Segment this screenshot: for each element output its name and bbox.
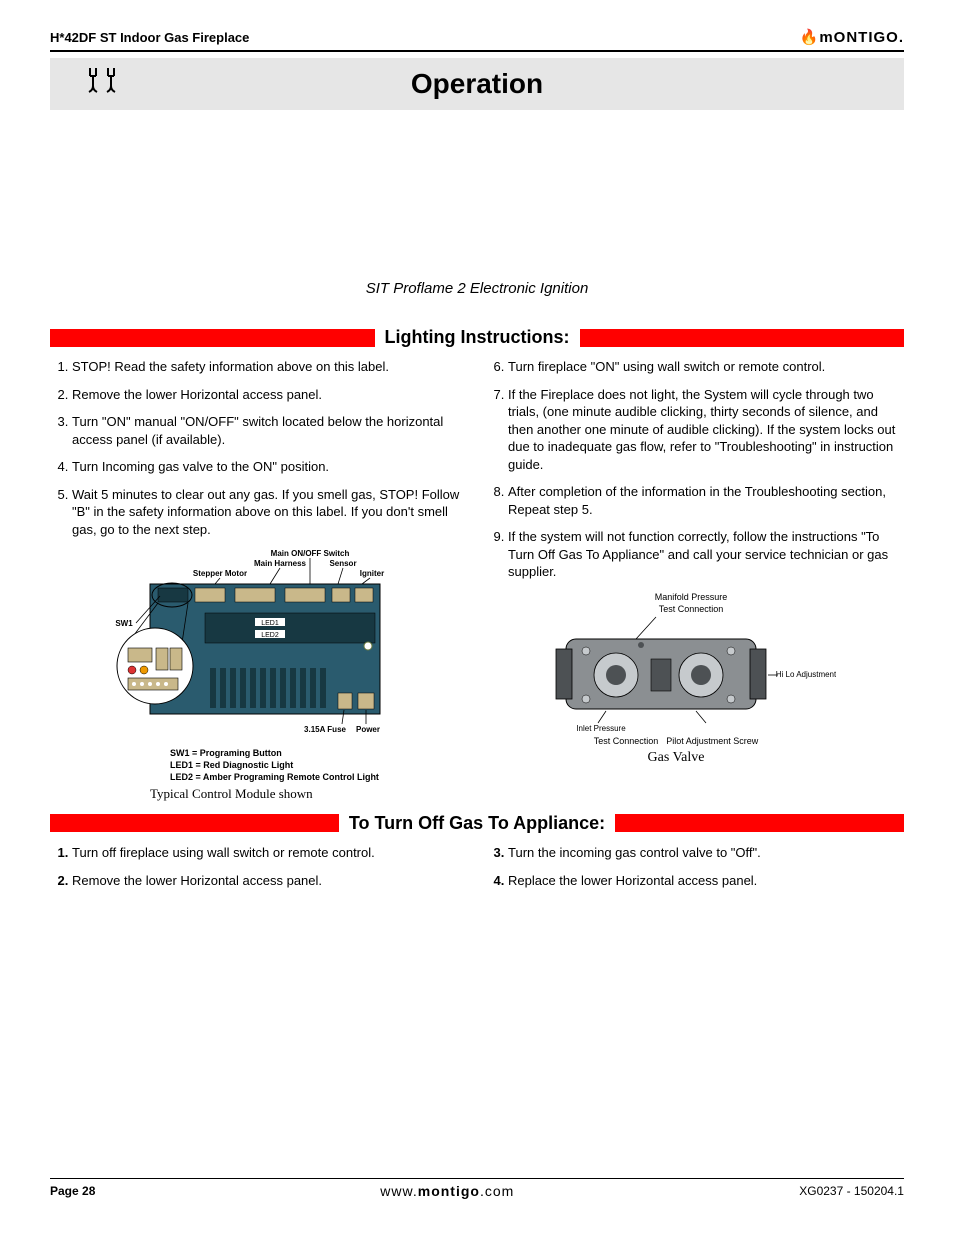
svg-text:Hi Lo Adjustment: Hi Lo Adjustment [776, 670, 836, 679]
legend-line: SW1 = Programing Button [170, 748, 410, 760]
list-item: If the Fireplace does not light, the Sys… [508, 386, 904, 474]
operation-icon [80, 64, 126, 112]
brand-logo: 🔥mONTIGO. [800, 28, 904, 46]
red-bar-left [50, 814, 339, 832]
label-sensor: Sensor [329, 559, 356, 568]
turnoff-right-col: Turn the incoming gas control valve to "… [486, 844, 904, 899]
doc-number: XG0237 - 150204.1 [799, 1184, 904, 1198]
page-header: H*42DF ST Indoor Gas Fireplace 🔥mONTIGO. [50, 28, 904, 52]
list-item: Turn the incoming gas control valve to "… [508, 844, 904, 862]
list-item: Remove the lower Horizontal access panel… [72, 872, 468, 890]
valve-bl-label2: Test Connection [594, 735, 659, 747]
turnoff-left-list: Turn off fireplace using wall switch or … [50, 844, 468, 889]
page-footer: Page 28 www.montigo.com XG0237 - 150204.… [50, 1178, 904, 1199]
section-banner: Operation [50, 58, 904, 110]
valve-br-label: Pilot Adjustment Screw [666, 735, 758, 747]
ignition-subtitle: SIT Proflame 2 Electronic Ignition [50, 280, 904, 297]
banner-title: Operation [411, 68, 543, 99]
brand-text: m [819, 29, 833, 46]
list-item: Remove the lower Horizontal access panel… [72, 386, 468, 404]
turnoff-right-list: Turn the incoming gas control valve to "… [486, 844, 904, 889]
red-bar-right [615, 814, 904, 832]
lighting-right-list: Turn fireplace "ON" using wall switch or… [486, 358, 904, 581]
control-module-diagram: Main ON/OFF Switch Main Harness Stepper … [110, 548, 410, 803]
svg-text:LED1: LED1 [261, 620, 279, 627]
turnoff-columns: Turn off fireplace using wall switch or … [50, 844, 904, 899]
label-stepper: Stepper Motor [193, 569, 247, 578]
lighting-heading-row: Lighting Instructions: [50, 327, 904, 348]
svg-text:LED2: LED2 [261, 632, 279, 639]
turnoff-heading: To Turn Off Gas To Appliance: [339, 813, 615, 834]
red-bar-right [580, 329, 905, 347]
svg-text:SW1: SW1 [115, 619, 133, 628]
lighting-columns: STOP! Read the safety information above … [50, 358, 904, 807]
list-item: After completion of the information in t… [508, 483, 904, 518]
list-item: Turn "ON" manual "ON/OFF" switch located… [72, 413, 468, 448]
lighting-left-list: STOP! Read the safety information above … [50, 358, 468, 538]
svg-text:3.15A Fuse: 3.15A Fuse [304, 725, 346, 734]
svg-text:Power: Power [356, 725, 380, 734]
svg-text:Inlet Pressure: Inlet Pressure [576, 724, 626, 733]
product-title: H*42DF ST Indoor Gas Fireplace [50, 30, 249, 45]
label-switch: Main ON/OFF Switch [271, 549, 350, 558]
valve-caption: Gas Valve [516, 749, 836, 768]
list-item: Turn off fireplace using wall switch or … [72, 844, 468, 862]
label-igniter: Igniter [360, 569, 384, 578]
label-harness: Main Harness [254, 559, 307, 568]
list-item: If the system will not function correctl… [508, 528, 904, 581]
lighting-left-col: STOP! Read the safety information above … [50, 358, 468, 807]
list-item: Turn Incoming gas valve to the ON" posit… [72, 458, 468, 476]
module-caption: Typical Control Module shown [150, 785, 410, 803]
legend-line: LED2 = Amber Programing Remote Control L… [170, 772, 410, 784]
turnoff-left-col: Turn off fireplace using wall switch or … [50, 844, 468, 899]
legend-line: LED1 = Red Diagnostic Light [170, 760, 410, 772]
lighting-right-col: Turn fireplace "ON" using wall switch or… [486, 358, 904, 807]
list-item: Replace the lower Horizontal access pane… [508, 872, 904, 890]
valve-top-label: Manifold Pressure Test Connection [546, 591, 836, 615]
list-item: Turn fireplace "ON" using wall switch or… [508, 358, 904, 376]
list-item: STOP! Read the safety information above … [72, 358, 468, 376]
page-number: Page 28 [50, 1184, 95, 1198]
turnoff-heading-row: To Turn Off Gas To Appliance: [50, 813, 904, 834]
flame-icon: 🔥 [800, 29, 820, 46]
gas-valve-diagram: Manifold Pressure Test Connection [516, 591, 836, 768]
red-bar-left [50, 329, 375, 347]
list-item: Wait 5 minutes to clear out any gas. If … [72, 486, 468, 539]
lighting-heading: Lighting Instructions: [375, 327, 580, 348]
website-url: www.montigo.com [380, 1183, 514, 1199]
